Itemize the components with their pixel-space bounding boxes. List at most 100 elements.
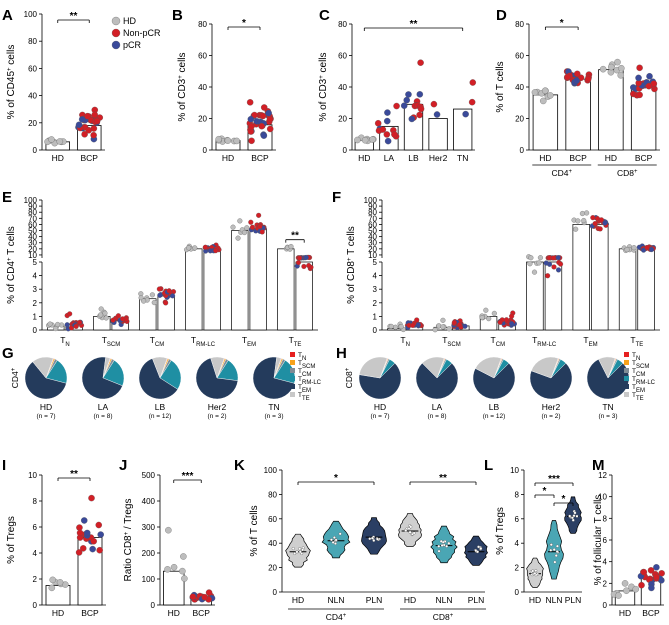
- y-tick-label: 1: [33, 312, 38, 321]
- data-point: [248, 123, 255, 130]
- data-point: [405, 91, 412, 98]
- x-tick-label: LA: [384, 153, 395, 163]
- significance-label: *: [242, 18, 246, 29]
- panel-J: 0 100 200 300 400 500 Ratio CD8+ / Tregs HD BCP *…: [123, 471, 216, 618]
- x-tick-label: HD: [539, 153, 551, 163]
- y-tick-label: 20: [515, 115, 524, 124]
- data-point: [266, 125, 274, 133]
- y-tick-label: 2: [603, 579, 608, 588]
- data-point: [361, 136, 369, 144]
- y-tick-label: 2: [515, 564, 520, 573]
- pie-slice-LB-4: [138, 358, 178, 400]
- violin-point: [479, 547, 483, 551]
- data-point: [235, 235, 241, 241]
- data-point: [288, 243, 294, 250]
- data-point: [88, 494, 95, 502]
- data-point: [259, 229, 265, 235]
- violin-point: [372, 539, 376, 542]
- data-point: [354, 136, 361, 144]
- y-tick-label: 100: [24, 10, 38, 19]
- violin-point: [447, 541, 451, 545]
- pie-slice-LA-4: [415, 362, 459, 400]
- x-tick-label: HD: [52, 608, 64, 618]
- data-point: [383, 117, 391, 125]
- y-tick-label: 50: [368, 227, 377, 236]
- pie-slice-LB-4: [472, 362, 516, 400]
- pie-legend-swatch: [290, 352, 295, 357]
- x-tick-label: NLN: [545, 595, 562, 605]
- data-point: [251, 111, 258, 119]
- data-point: [599, 65, 607, 73]
- y-axis-label: % of Tregs: [495, 507, 506, 555]
- pie-n-label: (n = 12): [483, 413, 506, 420]
- y-tick-label: 60: [198, 52, 207, 61]
- y-axis-label: % of T cells: [249, 505, 260, 556]
- data-point: [374, 120, 382, 127]
- panel-label-G: G: [2, 345, 14, 362]
- panel-label-C: C: [319, 7, 330, 24]
- bar-BCP: [565, 78, 591, 151]
- data-point: [564, 73, 571, 81]
- data-point: [469, 79, 477, 86]
- x-tick-label: TN: [457, 153, 468, 163]
- y-tick-label: 80: [268, 490, 277, 499]
- pie-legend-swatch: [290, 384, 295, 389]
- significance-label: **: [70, 11, 78, 22]
- data-point: [76, 529, 84, 537]
- violin-point: [376, 537, 379, 541]
- data-point: [295, 260, 301, 266]
- pie-legend-label: TN: [632, 352, 640, 362]
- pie-n-label: (n = 8): [94, 413, 113, 420]
- x-tick-label: Her2: [429, 153, 448, 163]
- y-tick-label: 0: [373, 326, 378, 335]
- data-point: [398, 323, 404, 330]
- y-tick-label: 0: [520, 146, 525, 155]
- y-tick-label: 40: [28, 92, 37, 101]
- data-point: [224, 137, 232, 144]
- data-point: [545, 273, 551, 279]
- data-point: [75, 549, 83, 556]
- y-tick-label: 0: [515, 588, 520, 597]
- panel-B: 0 20 40 60 80 % of CD3+ cells HD BCP *: [177, 18, 276, 163]
- violin-point: [568, 514, 572, 518]
- x-tick-label: TN: [400, 335, 410, 348]
- y-tick-label: 10: [28, 251, 37, 260]
- y-axis-label: % of T cells: [495, 61, 506, 112]
- pie-legend-label: TEM: [632, 384, 645, 394]
- x-tick-label: BCP: [642, 608, 660, 618]
- pie-n-label: (n = 3): [265, 413, 284, 420]
- data-point: [539, 97, 547, 105]
- panel-label-F: F: [332, 189, 341, 206]
- data-point: [503, 317, 510, 323]
- violin-point: [533, 571, 537, 575]
- y-tick-label: 90: [368, 202, 377, 211]
- data-point: [581, 217, 587, 224]
- violin-point: [334, 538, 338, 542]
- data-point: [233, 137, 240, 145]
- violin-point: [554, 554, 558, 558]
- data-point: [53, 326, 59, 332]
- pie-group-label: LB: [155, 402, 166, 412]
- panel-label-M: M: [592, 457, 605, 474]
- data-point: [247, 115, 255, 123]
- data-point: [658, 570, 665, 577]
- violin: [285, 533, 311, 568]
- x-tick-label: TCM: [491, 335, 506, 348]
- bar-HD: [598, 69, 624, 151]
- pie-slice-LA-5: [102, 356, 111, 379]
- data-point: [230, 224, 236, 230]
- significance-label: *: [543, 486, 547, 497]
- data-point: [96, 546, 103, 554]
- data-point: [640, 568, 648, 576]
- data-point: [81, 131, 88, 138]
- data-point: [416, 111, 423, 119]
- data-point: [590, 215, 596, 221]
- x-tick-label: HD: [222, 153, 234, 163]
- y-tick-label: 200: [142, 549, 156, 558]
- y-tick-label: 3: [373, 285, 378, 294]
- y-tick-label: 12: [598, 471, 607, 480]
- violin: [398, 513, 422, 547]
- data-point: [384, 137, 392, 145]
